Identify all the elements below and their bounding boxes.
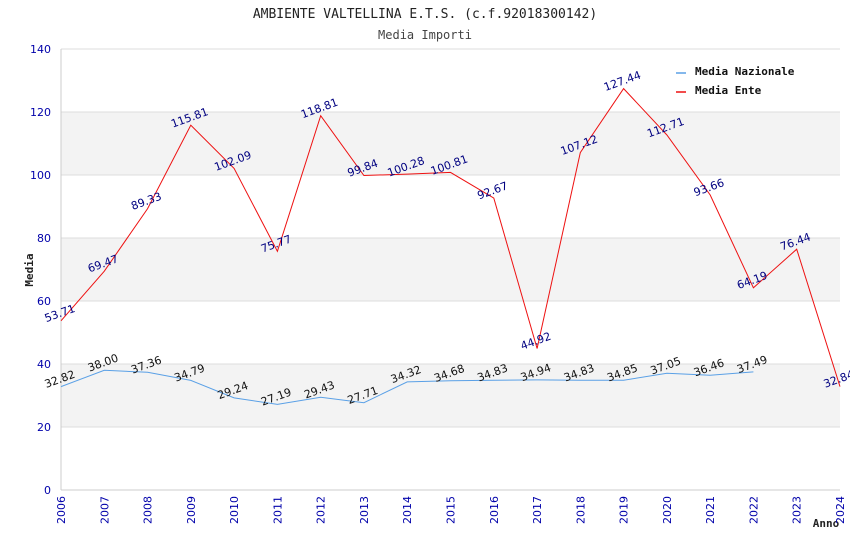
x-tick-label: 2006 xyxy=(55,496,68,524)
x-tick-label: 2020 xyxy=(661,496,674,524)
grid-band xyxy=(61,238,840,301)
x-tick-label: 2016 xyxy=(488,496,501,524)
x-tick-label: 2019 xyxy=(618,496,631,524)
x-tick-label: 2018 xyxy=(574,496,587,524)
x-tick-label: 2010 xyxy=(228,496,241,524)
x-tick-label: 2009 xyxy=(185,496,198,524)
y-axis-title: Media xyxy=(23,253,36,286)
series-line-media-nazionale xyxy=(60,369,754,405)
y-tick-label: 0 xyxy=(44,484,51,497)
legend-label-media-nazionale: Media Nazionale xyxy=(695,65,795,78)
y-tick-label: 40 xyxy=(37,358,51,371)
x-tick-label: 2008 xyxy=(142,496,155,524)
y-tick-label: 120 xyxy=(30,106,51,119)
data-label: 89.33 xyxy=(129,190,163,213)
x-tick-labels: 2006 2007 2008 2009 2010 2011 2012 2013 2014 2015… xyxy=(55,496,847,524)
x-tick-label: 2015 xyxy=(445,496,458,524)
data-label: 44.92 xyxy=(519,330,553,353)
x-tick-label: 2023 xyxy=(791,496,804,524)
y-tick-labels: 0 20 40 60 80 100 120 140 xyxy=(30,43,51,497)
x-tick-label: 2021 xyxy=(704,496,717,524)
y-tick-label: 140 xyxy=(30,43,51,56)
x-tick-label: 2007 xyxy=(98,496,111,524)
data-label: 93.66 xyxy=(692,176,726,199)
x-tick-label: 2011 xyxy=(271,496,284,524)
x-tick-label: 2024 xyxy=(834,496,847,524)
chart-title: AMBIENTE VALTELLINA E.T.S. (c.f.92018300… xyxy=(253,7,597,22)
x-tick-label: 2013 xyxy=(358,496,371,524)
chart-subtitle: Media Importi xyxy=(378,28,472,42)
x-tick-label: 2017 xyxy=(531,496,544,524)
y-tick-label: 20 xyxy=(37,421,51,434)
data-label: 92.67 xyxy=(476,179,510,202)
series-line-media-ente xyxy=(60,87,841,387)
axes xyxy=(60,49,840,491)
x-tick-label: 2014 xyxy=(401,496,414,524)
x-tick-label: 2022 xyxy=(747,496,760,524)
legend-label-media-ente: Media Ente xyxy=(695,84,762,97)
y-tick-label: 60 xyxy=(37,295,51,308)
series-lines xyxy=(60,87,841,405)
grid-band xyxy=(61,112,840,175)
y-tick-label: 100 xyxy=(30,169,51,182)
legend: Media Nazionale Media Ente xyxy=(676,65,795,97)
x-tick-label: 2012 xyxy=(315,496,328,524)
y-tick-label: 80 xyxy=(37,232,51,245)
grid-band xyxy=(61,364,840,427)
grid-bands xyxy=(61,112,840,427)
x-axis-title: Anno xyxy=(813,517,840,530)
